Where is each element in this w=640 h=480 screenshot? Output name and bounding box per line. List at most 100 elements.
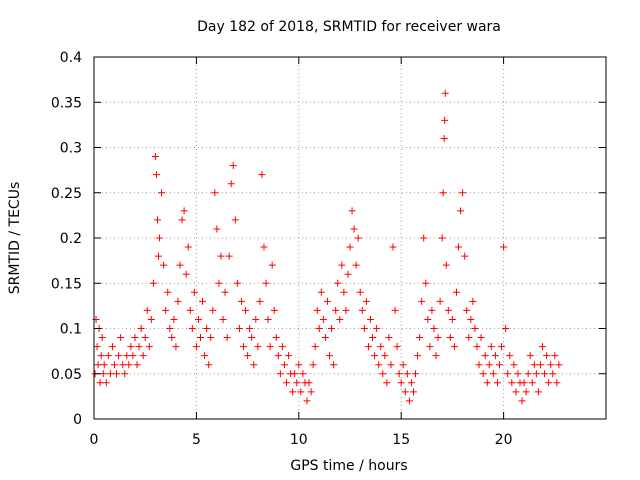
data-point [543, 352, 551, 360]
data-point [448, 315, 456, 323]
data-point [199, 297, 207, 305]
data-point [502, 325, 510, 332]
data-point [428, 306, 436, 314]
data-point [293, 379, 301, 387]
data-point [452, 288, 460, 296]
data-point [215, 279, 223, 287]
data-point [326, 352, 334, 360]
data-point [102, 379, 110, 387]
y-tick-label: 0.25 [51, 186, 82, 202]
data-point [418, 297, 426, 305]
data-point [106, 370, 114, 378]
data-point [217, 252, 225, 260]
data-point [229, 162, 237, 170]
data-point [446, 334, 454, 342]
data-point [258, 171, 266, 179]
data-point [439, 189, 447, 197]
data-point [350, 225, 358, 233]
data-point [248, 334, 256, 342]
data-point [319, 315, 327, 323]
data-point [272, 334, 280, 342]
data-point [526, 352, 534, 360]
data-point [254, 343, 262, 351]
data-point [172, 343, 180, 351]
data-point [127, 343, 135, 351]
data-point [143, 306, 151, 314]
data-point [135, 343, 143, 351]
data-point [305, 379, 313, 387]
data-point [393, 343, 401, 351]
data-point [536, 361, 544, 369]
data-point [457, 207, 465, 215]
data-point [420, 234, 428, 242]
data-point [115, 352, 123, 360]
x-tick-label: 0 [90, 432, 99, 448]
data-point [201, 352, 209, 360]
data-point [436, 297, 444, 305]
data-point [377, 343, 385, 351]
y-tick-label: 0.35 [51, 95, 82, 111]
data-point [461, 252, 469, 260]
data-point [123, 352, 131, 360]
data-point [188, 325, 196, 332]
data-point [231, 216, 239, 224]
data-point [524, 370, 532, 378]
data-point [469, 297, 477, 305]
data-point [520, 379, 528, 387]
data-point [145, 343, 153, 351]
data-point [479, 370, 487, 378]
data-point [364, 343, 372, 351]
data-point [463, 306, 471, 314]
data-point [152, 171, 160, 179]
data-point [176, 261, 184, 269]
data-point [289, 388, 297, 396]
x-axis-label: GPS time / hours [290, 458, 407, 474]
data-point [539, 343, 547, 351]
data-point [551, 352, 559, 360]
data-point [121, 370, 129, 378]
data-point [522, 388, 530, 396]
data-point [338, 261, 346, 269]
data-point [500, 243, 508, 251]
data-point [493, 379, 501, 387]
data-point [156, 234, 164, 242]
data-point [205, 361, 213, 369]
data-point [155, 252, 163, 260]
data-point [346, 243, 354, 251]
y-axis-label: SRMTID / TECUs [7, 182, 23, 295]
data-point [93, 343, 101, 351]
data-point [352, 261, 360, 269]
data-point [508, 379, 516, 387]
data-point [391, 306, 399, 314]
y-tick-label: 0.4 [60, 50, 82, 66]
data-point [170, 315, 178, 323]
y-tick-label: 0.05 [51, 367, 82, 383]
data-point [504, 370, 512, 378]
data-point [323, 297, 331, 305]
data-point [477, 334, 485, 342]
data-point [534, 388, 542, 396]
data-point [108, 343, 116, 351]
data-point [207, 334, 215, 342]
data-point [512, 388, 520, 396]
data-point [330, 361, 338, 369]
data-point [104, 352, 112, 360]
data-point [321, 334, 329, 342]
data-point [491, 352, 499, 360]
data-point [276, 370, 284, 378]
data-point [190, 288, 198, 296]
data-point [283, 379, 291, 387]
data-point [496, 361, 504, 369]
data-point [528, 379, 536, 387]
data-point [340, 288, 348, 296]
data-point [375, 361, 383, 369]
data-point [240, 343, 248, 351]
data-point [336, 315, 344, 323]
y-tick-label: 0.2 [60, 231, 82, 247]
data-point [441, 89, 449, 97]
data-point [328, 325, 336, 332]
x-tick-label: 5 [192, 432, 201, 448]
data-point [383, 379, 391, 387]
data-point [164, 288, 172, 296]
